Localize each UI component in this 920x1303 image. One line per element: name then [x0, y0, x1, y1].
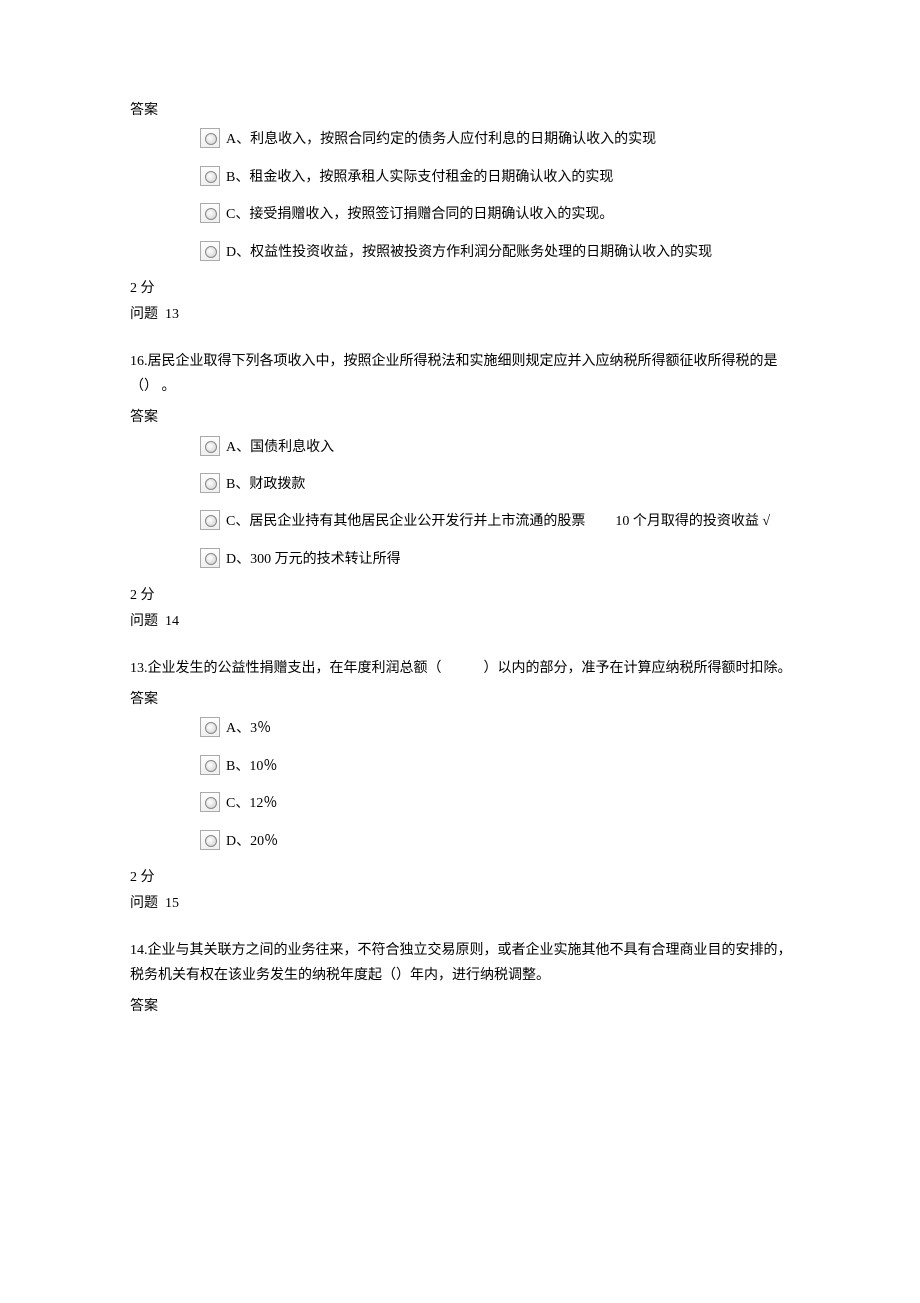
option-row: B、10％	[200, 755, 800, 778]
radio-icon[interactable]	[200, 166, 220, 186]
option-row: D、300 万元的技术转让所得	[200, 548, 800, 571]
question-number: 问题 13	[130, 304, 800, 326]
radio-icon[interactable]	[200, 436, 220, 456]
question-number: 问题 14	[130, 611, 800, 633]
option-row: B、租金收入，按照承租人实际支付租金的日期确认收入的实现	[200, 166, 800, 189]
option-text-c: C、居民企业持有其他居民企业公开发行并上市流通的股票10 个月取得的投资收益 √	[226, 510, 800, 533]
question-text: 16.居民企业取得下列各项收入中，按照企业所得税法和实施细则规定应并入应纳税所得…	[130, 349, 800, 399]
answer-label: 答案	[130, 689, 800, 711]
option-text-a: A、国债利息收入	[226, 436, 800, 459]
option-row: C、接受捐赠收入，按照签订捐赠合同的日期确认收入的实现。	[200, 203, 800, 226]
option-text-b: B、租金收入，按照承租人实际支付租金的日期确认收入的实现	[226, 166, 800, 189]
option-text-a: A、利息收入，按照合同约定的债务人应付利息的日期确认收入的实现	[226, 128, 800, 151]
radio-icon[interactable]	[200, 792, 220, 812]
radio-icon[interactable]	[200, 717, 220, 737]
score-label: 2 分	[130, 867, 800, 889]
option-row: D、权益性投资收益，按照被投资方作利润分配账务处理的日期确认收入的实现	[200, 241, 800, 264]
radio-icon[interactable]	[200, 473, 220, 493]
option-text-a: A、3％	[226, 717, 800, 740]
option-text-b: B、财政拨款	[226, 473, 800, 496]
answer-label: 答案	[130, 100, 800, 122]
answer-label: 答案	[130, 407, 800, 429]
option-row: C、居民企业持有其他居民企业公开发行并上市流通的股票10 个月取得的投资收益 √	[200, 510, 800, 533]
question-text: 14.企业与其关联方之间的业务往来，不符合独立交易原则，或者企业实施其他不具有合…	[130, 938, 800, 988]
question-number: 问题 15	[130, 893, 800, 915]
radio-icon[interactable]	[200, 241, 220, 261]
option-text-d: D、20％	[226, 830, 800, 853]
option-row: A、利息收入，按照合同约定的债务人应付利息的日期确认收入的实现	[200, 128, 800, 151]
option-text-d: D、300 万元的技术转让所得	[226, 548, 800, 571]
option-row: A、国债利息收入	[200, 436, 800, 459]
option-text-c: C、12％	[226, 792, 800, 815]
radio-icon[interactable]	[200, 830, 220, 850]
radio-icon[interactable]	[200, 128, 220, 148]
option-text-c: C、接受捐赠收入，按照签订捐赠合同的日期确认收入的实现。	[226, 203, 800, 226]
option-row: D、20％	[200, 830, 800, 853]
score-label: 2 分	[130, 585, 800, 607]
radio-icon[interactable]	[200, 548, 220, 568]
option-text-b: B、10％	[226, 755, 800, 778]
radio-icon[interactable]	[200, 755, 220, 775]
option-row: C、12％	[200, 792, 800, 815]
radio-icon[interactable]	[200, 203, 220, 223]
option-text-d: D、权益性投资收益，按照被投资方作利润分配账务处理的日期确认收入的实现	[226, 241, 800, 264]
option-row: B、财政拨款	[200, 473, 800, 496]
option-row: A、3％	[200, 717, 800, 740]
radio-icon[interactable]	[200, 510, 220, 530]
score-label: 2 分	[130, 278, 800, 300]
answer-label: 答案	[130, 996, 800, 1018]
question-text: 13.企业发生的公益性捐赠支出，在年度利润总额（ ）以内的部分，准予在计算应纳税…	[130, 656, 800, 681]
